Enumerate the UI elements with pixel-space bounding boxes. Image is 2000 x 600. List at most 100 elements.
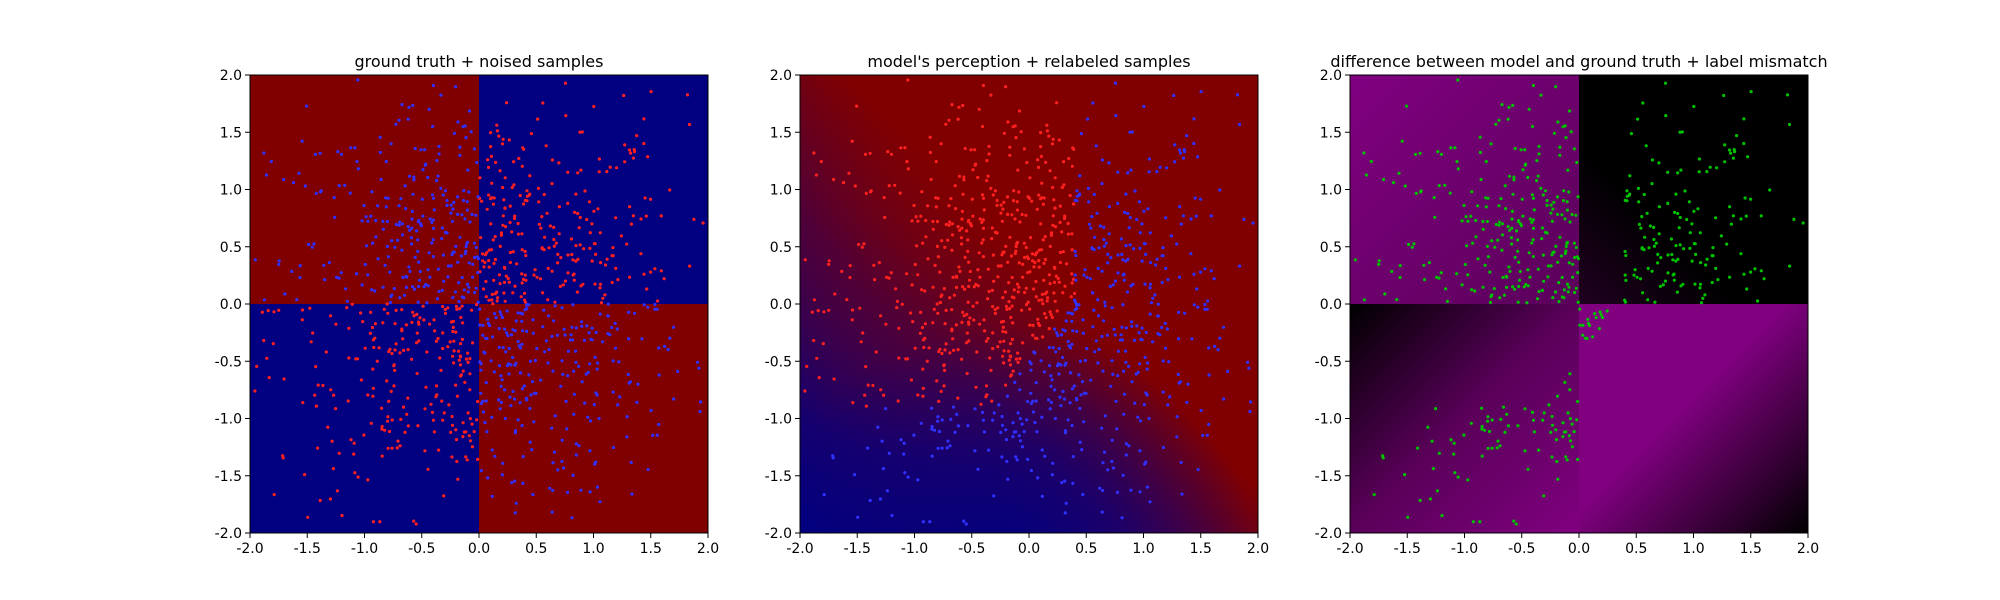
sample-point	[316, 446, 320, 450]
sample-point	[1051, 137, 1055, 141]
mismatch-point	[1677, 226, 1681, 230]
mismatch-point	[1512, 178, 1516, 182]
mismatch-point	[1540, 288, 1544, 292]
sample-point	[535, 275, 539, 279]
sample-point	[1145, 367, 1149, 371]
sample-point	[1053, 327, 1057, 331]
x-tick-label: -1.5	[294, 541, 321, 557]
sample-point	[926, 257, 930, 261]
sample-point	[400, 327, 404, 331]
sample-point	[561, 466, 566, 470]
sample-point	[456, 477, 460, 481]
sample-point	[384, 159, 388, 164]
sample-point	[1018, 439, 1023, 443]
sample-point	[1041, 302, 1045, 306]
sample-point	[592, 209, 596, 213]
mismatch-point	[1546, 275, 1550, 279]
sample-point	[1043, 257, 1047, 262]
sample-point	[345, 306, 349, 310]
sample-point	[336, 150, 340, 154]
sample-point	[934, 205, 938, 209]
sample-point	[458, 363, 463, 367]
sample-point	[541, 291, 545, 295]
sample-point	[532, 420, 536, 424]
sample-point	[1020, 212, 1024, 217]
sample-point	[974, 385, 978, 389]
sample-point	[566, 253, 570, 257]
sample-point	[454, 438, 459, 442]
sample-point	[1114, 399, 1118, 403]
sample-point	[501, 461, 505, 465]
sample-point	[832, 177, 836, 182]
mismatch-point	[1597, 327, 1601, 331]
sample-point	[415, 229, 419, 233]
sample-point	[642, 272, 646, 276]
sample-point	[447, 403, 451, 407]
sample-point	[1008, 235, 1012, 239]
sample-point	[1049, 233, 1053, 237]
sample-point	[503, 176, 507, 180]
sample-point	[491, 335, 495, 339]
sample-point	[298, 275, 302, 280]
sample-point	[390, 351, 394, 356]
sample-point	[451, 325, 455, 329]
sample-point	[557, 232, 561, 236]
mismatch-point	[1643, 235, 1647, 239]
sample-point	[656, 299, 660, 303]
sample-point	[323, 278, 327, 282]
sample-point	[1212, 277, 1216, 281]
sample-point	[495, 129, 499, 133]
sample-point	[501, 185, 505, 190]
mismatch-point	[1729, 222, 1733, 226]
sample-point	[1056, 334, 1060, 338]
mismatch-point	[1666, 170, 1670, 174]
sample-point	[803, 258, 807, 262]
sample-point	[629, 460, 633, 465]
y-tick-label: 2.0	[1320, 68, 1342, 84]
sample-point	[437, 144, 441, 148]
sample-point	[1136, 415, 1140, 419]
mismatch-point	[1625, 199, 1629, 203]
mismatch-point	[1725, 242, 1729, 246]
sample-point	[314, 365, 318, 369]
sample-point	[948, 296, 952, 300]
x-tick-label: -0.5	[1508, 541, 1535, 557]
sample-point	[277, 262, 281, 266]
sample-point	[362, 433, 366, 437]
sample-point	[540, 215, 544, 219]
sample-point	[876, 425, 880, 429]
sample-point	[1070, 272, 1074, 276]
sample-point	[1127, 444, 1131, 448]
mismatch-point	[1528, 217, 1532, 221]
sample-point	[1015, 282, 1020, 286]
sample-point	[967, 284, 971, 289]
sample-point	[1061, 355, 1065, 360]
sample-point	[1067, 156, 1071, 161]
sample-point	[380, 424, 384, 429]
sample-point	[262, 151, 266, 155]
mismatch-point	[1470, 288, 1474, 292]
mismatch-point	[1445, 299, 1449, 303]
mismatch-point	[1517, 284, 1521, 289]
axis-ticks: -2.0 -1.5 -1.0 -0.5 0.0 0.5 1.0 1.5 2.0-2.0-1.5-…	[1315, 68, 1819, 557]
sample-point	[1073, 273, 1077, 277]
sample-point	[1206, 299, 1210, 303]
sample-point	[556, 261, 560, 265]
sample-point	[1036, 317, 1040, 321]
mismatch-point	[1682, 247, 1686, 251]
mismatch-point	[1449, 146, 1453, 150]
sample-point	[550, 158, 555, 162]
mismatch-point	[1495, 446, 1499, 450]
sample-point	[1025, 418, 1029, 422]
sample-point	[516, 418, 520, 422]
sample-point	[640, 337, 644, 341]
sample-point	[987, 289, 991, 294]
sample-point	[810, 310, 814, 314]
mismatch-point	[1674, 192, 1678, 196]
sample-point	[509, 404, 513, 408]
sample-point	[992, 279, 996, 283]
y-tick-label: 2.0	[770, 68, 792, 84]
sample-point	[531, 318, 535, 322]
sample-point	[300, 139, 304, 143]
mismatch-point	[1471, 520, 1475, 524]
